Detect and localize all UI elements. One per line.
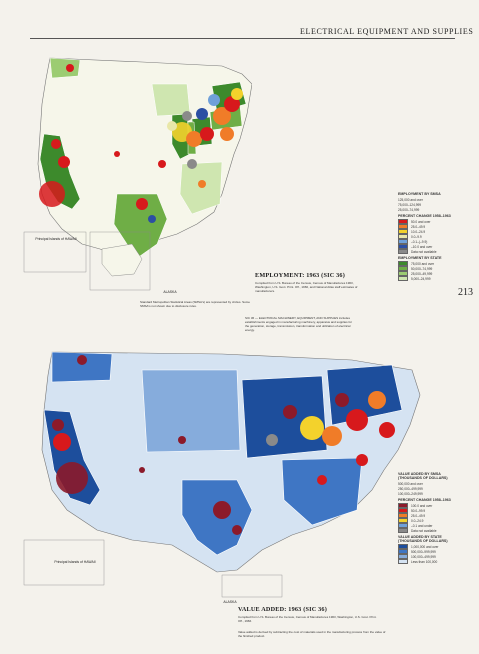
emp-smsa-size: 75,000–124,999 [398,202,422,207]
state-washington [49,57,81,79]
inset-alaska-frame-2 [221,574,283,598]
employment-footnote: Standard Metropolitan Statistical Areas … [140,300,250,308]
va-state-legend-head: VALUE ADDED BY STATE (THOUSANDS OF DOLLA… [398,535,448,543]
value-added-source: Compiled from U.S. Bureau of the Census,… [238,615,377,623]
va-state-item: Less than 100,000 [398,558,458,565]
inset-alaska-frame [89,231,151,291]
emp-state-item: 5,000–24,999 [398,275,458,282]
alaska-shape [101,243,143,277]
va-smsa-size: 500,000 and over [398,481,423,486]
emp-smsa-size: 25,000–74,999 [398,207,420,212]
value-added-footnote: Value added is derived by subtracting th… [238,630,386,638]
state-southeast [179,161,223,215]
hawaii-inset-label: Principal Islands of HAWAII [35,237,77,241]
title-rule [30,38,455,39]
value-added-map-title: VALUE ADDED: 1963 (SIC 36) [238,606,327,613]
state-texas [113,193,168,257]
emp-change-legend-head: PERCENT CHANGE 1958–1963 [398,214,451,218]
state-california [39,133,81,210]
smsa-symbols [39,64,243,223]
emp-smsa-size: 125,000 and over [398,197,423,202]
value-added-map [23,351,421,598]
emp-smsa-legend-head: EMPLOYMENT BY SMSA [398,192,441,196]
employment-map [23,57,252,291]
alaska-inset-label: ALASKA [163,290,177,294]
hawaii-inset-label-2: Principal Islands of HAWAII [54,560,96,564]
emp-change-item: Data not available [398,248,458,255]
va-change-item: Data not available [398,527,458,534]
state-southeast-2 [281,457,363,526]
alaska-inset-label-2: ALASKA [223,600,237,604]
va-change-legend-head: PERCENT CHANGE 1958–1963 [398,498,451,502]
employment-map-title: EMPLOYMENT: 1963 (SIC 36) [255,272,345,279]
employment-source-note: Compiled from U.S. Bureau of the Census,… [255,281,358,293]
employment-legend: EMPLOYMENT BY SMSA 125,000 and over 75,0… [398,190,458,282]
page-number: 213 [458,287,473,298]
inset-hawaii-frame-2 [23,539,105,586]
state-plains-2 [141,369,241,453]
emp-state-legend-head: EMPLOYMENT BY STATE [398,256,442,260]
value-added-legend: VALUE ADDED BY SMSA (THOUSANDS OF DOLLAR… [398,470,458,565]
va-smsa-size: 100,000–249,999 [398,491,423,496]
state-texas-2 [181,479,253,556]
inset-hawaii-frame [23,231,87,273]
state-northwest-2 [51,351,113,383]
page-title: ELECTRICAL EQUIPMENT AND SUPPLIES [300,27,474,36]
va-smsa-size: 250,000–499,999 [398,486,423,491]
va-smsa-legend-head: VALUE ADDED BY SMSA (THOUSANDS OF DOLLAR… [398,472,448,480]
state-midwest [151,83,191,117]
state-northeast-2 [326,364,403,426]
value-added-intro: SIC 36 — ELECTRICAL MACHINERY, EQUIPMENT… [245,316,353,332]
smsa-symbols-2 [52,355,395,535]
